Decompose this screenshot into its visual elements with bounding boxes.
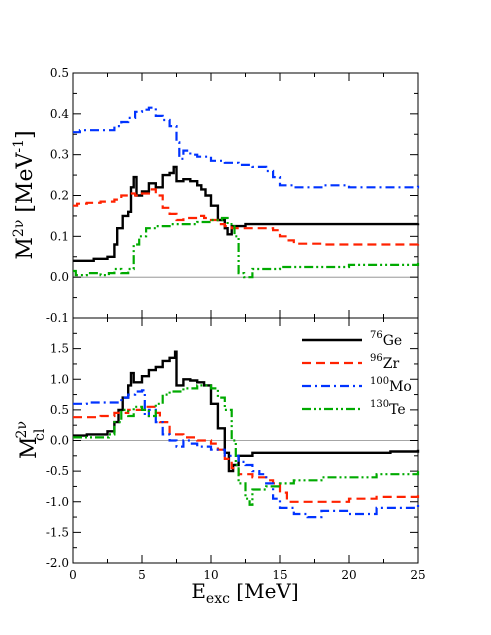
top-y-axis-label: M2ν [MeV-1] xyxy=(11,130,38,259)
bottom-y-axis-label: M2ν cl xyxy=(14,421,48,459)
top-y-axis-label-main: M xyxy=(13,237,38,260)
legend-label-mass-number: 96 xyxy=(370,353,383,364)
bottom-x-axis-label-sub: exc xyxy=(206,591,230,607)
bottom-panel: -2.0 -1.5 -1.0 -0.5 0.0 0.5 1.0 1.5 0 5 10 15 20 25 M… xyxy=(14,317,426,607)
top-y-tick-label: 0.3 xyxy=(50,148,69,162)
top-y-tick-label: 0.2 xyxy=(50,189,69,203)
legend-label-ge: 76Ge xyxy=(370,330,402,349)
top-series-zr xyxy=(73,188,420,246)
bottom-series-ge xyxy=(73,350,420,473)
bottom-series-zr xyxy=(73,405,420,503)
top-y-axis-label-unit: [MeV xyxy=(13,152,38,220)
top-series xyxy=(73,106,420,279)
bottom-y-tick-label: -0.5 xyxy=(46,464,69,478)
bottom-x-axis-label-main: E xyxy=(191,579,206,603)
legend-label-zr: 96Zr xyxy=(370,353,399,372)
bottom-y-tick-label: 1.0 xyxy=(50,372,69,386)
top-ticks: -0.1 0.0 0.1 0.2 0.3 0.4 0.5 xyxy=(46,66,419,325)
legend-label-te: 130Te xyxy=(370,399,406,418)
bottom-x-axis-label: Eexc [MeV] xyxy=(191,579,298,607)
bottom-x-tick-label: 0 xyxy=(69,568,77,582)
legend-label-element: Mo xyxy=(389,379,412,395)
bottom-ticks: -2.0 -1.5 -1.0 -0.5 0.0 0.5 1.0 1.5 0 5 10 15 20 25 xyxy=(46,318,426,582)
legend-label-element: Te xyxy=(389,402,406,418)
legend-label-mass-number: 76 xyxy=(370,330,383,341)
legend-label-element: Zr xyxy=(383,356,400,372)
bottom-x-tick-label: 5 xyxy=(138,568,146,582)
legend-label-element: Ge xyxy=(383,333,402,349)
top-series-mo xyxy=(73,106,420,189)
legend-label-mass-number: 100 xyxy=(370,376,389,387)
top-y-axis-label-unit-end: ] xyxy=(13,130,38,139)
bottom-x-axis-label-unit: [MeV] xyxy=(230,579,299,603)
top-y-tick-label: 0.1 xyxy=(50,229,69,243)
bottom-series-mo xyxy=(73,389,420,519)
bottom-y-axis-label-main: M xyxy=(17,436,42,459)
bottom-y-tick-label: 0.5 xyxy=(50,403,69,417)
top-y-tick-label: 0.0 xyxy=(50,270,69,284)
top-y-axis-label-sup: 2ν xyxy=(11,220,27,237)
bottom-y-tick-label: 0.0 xyxy=(50,434,69,448)
top-y-tick-label: 0.5 xyxy=(50,66,69,80)
top-y-tick-label: -0.1 xyxy=(46,311,69,325)
bottom-y-axis-label-sub: cl xyxy=(32,428,48,441)
bottom-x-tick-label: 10 xyxy=(203,568,218,582)
legend-label-mo: 100Mo xyxy=(370,376,412,395)
bottom-x-tick-label: 15 xyxy=(272,568,287,582)
legend-label-mass-number: 130 xyxy=(370,399,389,410)
top-series-te xyxy=(73,216,420,279)
bottom-y-tick-label: -1.5 xyxy=(46,525,69,539)
bottom-y-tick-label: -1.0 xyxy=(46,495,69,509)
bottom-y-axis-label-sup: 2ν xyxy=(14,421,30,438)
top-series-ge xyxy=(73,165,420,262)
top-y-tick-label: 0.4 xyxy=(50,107,69,121)
bottom-y-tick-label: 1.5 xyxy=(50,342,69,356)
bottom-x-tick-label: 20 xyxy=(341,568,356,582)
bottom-series-te xyxy=(73,384,420,506)
top-panel: -0.1 0.0 0.1 0.2 0.3 0.4 0.5 M2ν [MeV-1] xyxy=(11,66,420,325)
bottom-x-tick-label: 25 xyxy=(410,568,425,582)
bottom-series xyxy=(73,350,420,519)
bottom-y-tick-label: -2.0 xyxy=(46,556,69,570)
top-y-axis-label-unit-sup: -1 xyxy=(11,139,27,153)
